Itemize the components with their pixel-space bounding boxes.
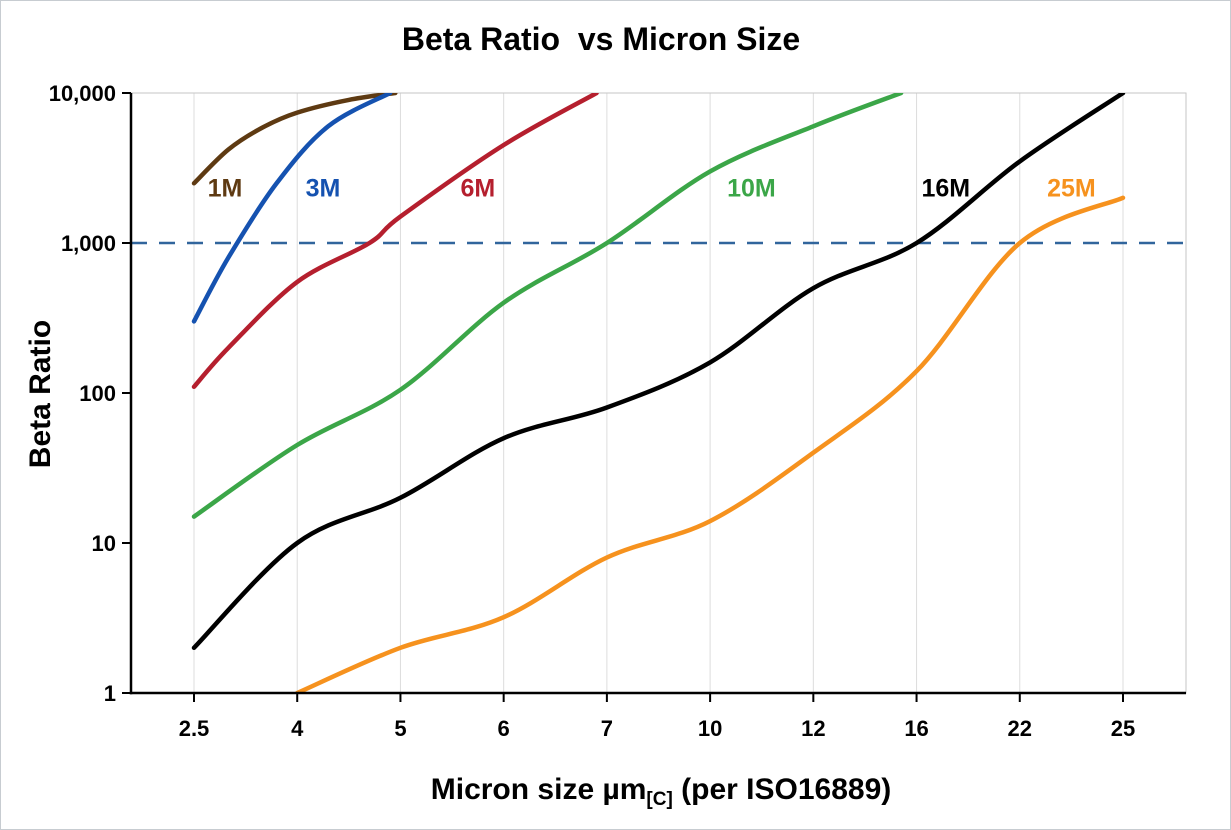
y-tick-label: 1,000 (61, 231, 116, 256)
series-label-10M: 10M (727, 175, 776, 203)
chart-title: Beta Ratio vs Micron Size (401, 21, 801, 57)
x-tick-label: 25 (1111, 716, 1135, 741)
y-axis-title: Beta Ratio (24, 319, 57, 469)
series-curve-1M (191, 93, 398, 186)
x-tick-label: 12 (801, 716, 825, 741)
x-axis-ticks: 2.5 4 5 6 7 10 12 16 22 25 (179, 693, 1135, 741)
series-curves (191, 93, 1126, 693)
series-label-16M: 16M (921, 175, 970, 203)
x-axis-title-text: Micron size µm (430, 773, 647, 806)
series-curve-25M (294, 195, 1126, 693)
series-curve-16M (191, 93, 1126, 651)
series-curve-3M (191, 93, 393, 324)
y-tick-label: 10 (92, 531, 116, 556)
x-tick-label: 5 (394, 716, 406, 741)
series-label-3M: 3M (306, 175, 341, 203)
series-curve-6M (191, 93, 599, 390)
series-label-6M: 6M (460, 175, 495, 203)
series-curve-10M (191, 93, 904, 519)
plot-border (130, 92, 1187, 694)
x-tick-label: 6 (498, 716, 510, 741)
series-label-25M: 25M (1047, 175, 1096, 203)
x-tick-label: 2.5 (179, 716, 210, 741)
y-tick-label: 100 (79, 381, 116, 406)
x-tick-label: 10 (698, 716, 722, 741)
y-axis-ticks: 10,000 1,000 100 10 1 (49, 81, 131, 706)
x-tick-label: 7 (601, 716, 613, 741)
x-tick-label: 16 (904, 716, 928, 741)
x-tick-label: 4 (291, 716, 304, 741)
grid-lines (193, 93, 1124, 693)
y-tick-label: 10,000 (49, 81, 116, 106)
x-axis-title: Micron size µm[C] (per ISO16889) (61, 773, 1230, 811)
x-tick-label: 22 (1008, 716, 1032, 741)
y-tick-label: 1 (104, 681, 116, 706)
x-axis-title-suffix: (per ISO16889) (672, 773, 892, 806)
x-axis-title-subscript: [C] (646, 789, 673, 810)
series-labels: 1M 3M 6M 10M 16M 25M (208, 175, 1096, 203)
series-label-1M: 1M (208, 175, 243, 203)
